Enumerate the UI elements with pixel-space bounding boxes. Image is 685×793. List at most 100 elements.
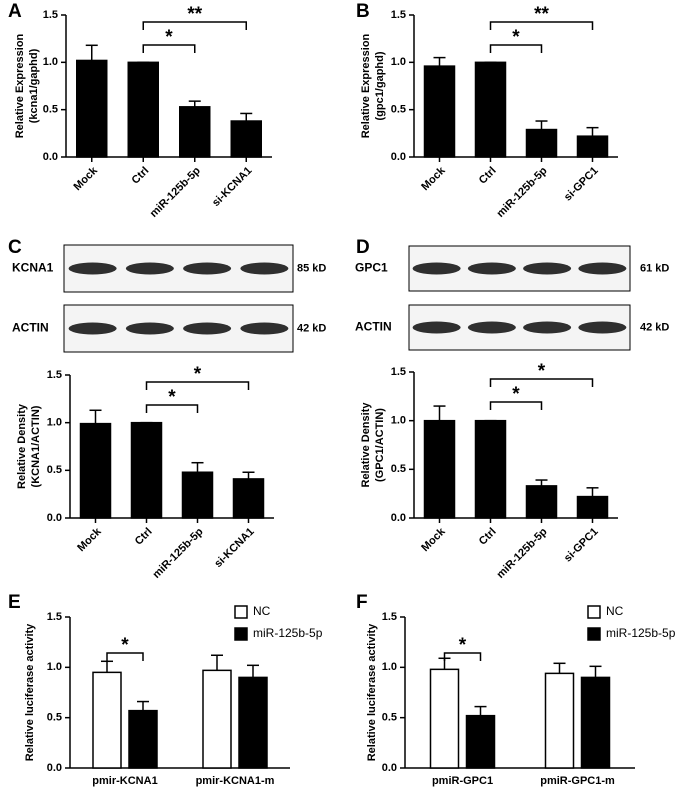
- x-tick-label: Mock: [419, 525, 448, 554]
- significance-bracket: [106, 652, 144, 661]
- x-tick-label: Mock: [72, 164, 101, 193]
- bar: [580, 676, 611, 769]
- blot-band: [68, 262, 117, 275]
- blot-band: [183, 322, 232, 335]
- error-bar: [101, 660, 113, 673]
- error-bar: [240, 112, 253, 122]
- significance-bracket: [145, 381, 250, 390]
- bar: [576, 135, 609, 158]
- y-tick-label: 1.0: [391, 56, 406, 68]
- bar: [79, 422, 112, 519]
- y-tick-label: 0.0: [391, 151, 406, 163]
- bar: [525, 485, 558, 519]
- x-tick-label: pmir-KCNA1-m: [196, 775, 275, 787]
- significance-label: *: [194, 364, 202, 385]
- error-bar: [211, 654, 223, 671]
- x-tick-label: Ctrl: [133, 526, 155, 548]
- error-bar: [191, 461, 204, 473]
- legend-label: NC: [253, 604, 271, 618]
- blot-band: [125, 262, 174, 275]
- blot-protein: ACTIN: [12, 321, 49, 335]
- y-axis-label: Relative luciferase activity: [366, 623, 378, 761]
- y-tick-label: 0.0: [43, 151, 58, 163]
- blot-protein: GPC1: [355, 261, 388, 275]
- significance-label: *: [165, 27, 173, 48]
- error-bar: [535, 120, 548, 130]
- error-bar: [586, 487, 599, 497]
- y-axis-label: (kcna1/gaphd): [28, 48, 40, 123]
- y-tick-label: 1.0: [47, 417, 62, 429]
- y-axis-label: (GPC1/ACTIN): [374, 408, 386, 482]
- y-tick-label: 0.5: [391, 104, 406, 116]
- legend-label: miR-125b-5p: [253, 626, 323, 640]
- error-bar: [137, 700, 149, 711]
- blot-band: [412, 262, 461, 275]
- y-tick-label: 1.5: [382, 611, 397, 623]
- y-tick-label: 1.0: [382, 661, 397, 673]
- x-tick-label: si-KCNA1: [210, 165, 254, 209]
- blot-band: [523, 262, 572, 275]
- bar: [544, 672, 575, 769]
- significance-label: *: [512, 384, 520, 405]
- y-tick-label: 0.0: [391, 512, 406, 524]
- bar: [232, 478, 265, 519]
- significance-label: *: [121, 635, 129, 656]
- legend-label: NC: [606, 604, 624, 618]
- y-tick-label: 1.5: [47, 369, 62, 381]
- bar: [179, 106, 211, 158]
- x-tick-label: pmiR-GPC1-m: [540, 775, 615, 787]
- blot-protein: ACTIN: [355, 320, 392, 334]
- error-bar: [535, 479, 548, 486]
- blot-band: [240, 262, 289, 275]
- panel-label: D: [356, 237, 370, 258]
- y-tick-label: 0.5: [43, 104, 58, 116]
- error-bar: [85, 44, 98, 61]
- y-axis-label: (KCNA1/ACTIN): [30, 405, 42, 487]
- significance-bracket: [443, 652, 482, 661]
- blot-band: [467, 321, 516, 334]
- blot-size: 85 kD: [297, 262, 326, 274]
- significance-label: *: [168, 387, 176, 408]
- x-tick-label: Mock: [75, 525, 104, 554]
- significance-bracket: [145, 404, 199, 413]
- blot-size: 42 kD: [297, 322, 326, 334]
- error-bar: [553, 662, 566, 674]
- error-bar: [589, 665, 602, 678]
- y-tick-label: 0.5: [47, 712, 62, 724]
- error-bar: [247, 664, 259, 678]
- x-tick-label: miR-125b-5p: [494, 526, 549, 581]
- significance-bracket: [489, 44, 543, 53]
- error-bar: [188, 100, 201, 107]
- y-tick-label: 0.5: [47, 464, 62, 476]
- y-tick-label: 1.5: [43, 9, 58, 21]
- y-axis-label: Relative Expression: [360, 33, 372, 138]
- bar: [423, 65, 456, 158]
- significance-bracket: [142, 21, 247, 30]
- panel-label: F: [356, 592, 368, 613]
- y-axis-label: Relative luciferase activity: [24, 623, 36, 761]
- legend-label: miR-125b-5p: [606, 626, 676, 640]
- y-axis-label: Relative Expression: [14, 33, 26, 138]
- bar: [465, 714, 496, 769]
- y-tick-label: 0.0: [382, 762, 397, 774]
- y-tick-label: 1.5: [391, 9, 406, 21]
- legend-swatch: [587, 627, 601, 641]
- significance-label: *: [538, 361, 546, 382]
- y-axis-label: Relative Density: [16, 403, 28, 489]
- error-bar: [433, 405, 446, 421]
- bar: [576, 495, 609, 519]
- x-tick-label: pmiR-GPC1: [432, 775, 493, 787]
- bar: [429, 668, 460, 769]
- significance-bracket: [489, 378, 594, 387]
- x-tick-label: si-GPC1: [562, 165, 601, 204]
- bar: [181, 471, 214, 519]
- y-tick-label: 1.5: [47, 611, 62, 623]
- y-tick-label: 1.0: [391, 415, 406, 427]
- blot-band: [467, 262, 516, 275]
- significance-bracket: [489, 401, 543, 410]
- bar: [474, 61, 507, 158]
- panel-label: E: [8, 592, 21, 613]
- legend-swatch: [234, 605, 248, 619]
- blot-band: [578, 321, 627, 334]
- blot-band: [412, 321, 461, 334]
